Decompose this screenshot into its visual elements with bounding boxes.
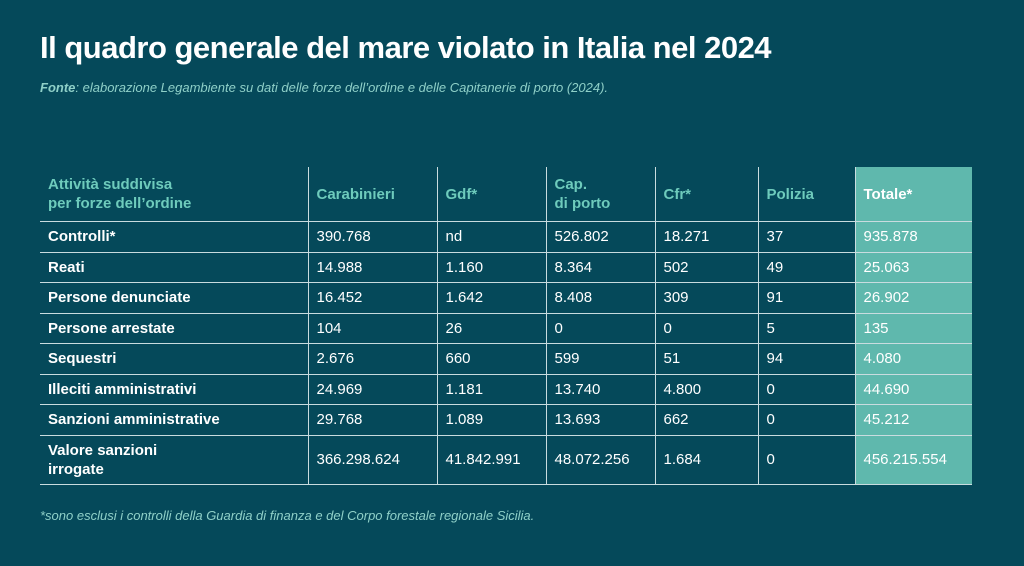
total-cell: 935.878: [854, 221, 972, 253]
table-cell: 26: [436, 313, 546, 344]
table-cell: 18.271: [654, 221, 758, 253]
table-cell: 0: [757, 435, 855, 485]
row-label: Persone denunciate: [40, 282, 308, 314]
table-row: Controlli* 390.768 nd 526.802 18.271 37 935.87…: [40, 221, 972, 253]
cell-text-line: Gdf*: [445, 185, 478, 203]
total-cell: 45.212: [854, 404, 972, 436]
table-cell: 2.676: [307, 343, 437, 375]
source-label: Fonte: [40, 80, 76, 95]
table-cell: 0: [757, 374, 855, 405]
data-table: Attività suddivisa per forze dell’ordine C…: [40, 167, 972, 485]
table-cell: 104: [307, 313, 437, 344]
table-cell: 24.969: [307, 374, 437, 405]
total-cell: 456.215.554: [854, 435, 972, 485]
table-cell: 366.298.624: [307, 435, 437, 485]
table-cell: 662: [654, 404, 758, 436]
cell-text-line: per forze dell’ordine: [48, 195, 192, 212]
page-title: Il quadro generale del mare violato in I…: [40, 30, 772, 65]
table-cell: 49: [757, 252, 855, 283]
header-totale: Totale*: [854, 167, 972, 222]
table-cell: 13.740: [545, 374, 655, 405]
row-label: Illeciti amministrativi: [40, 374, 308, 405]
table-header-row: Attività suddivisa per forze dell’ordine C…: [40, 167, 972, 222]
table-body: Controlli* 390.768 nd 526.802 18.271 37 935.87…: [40, 221, 972, 485]
cell-text-line: Totale*: [863, 185, 913, 203]
cell-text-line: di porto: [554, 195, 611, 212]
table-cell: 660: [436, 343, 546, 375]
row-label: Valore sanzioni irrogate: [40, 435, 308, 485]
header-carabinieri: Carabinieri: [307, 167, 437, 222]
table-cell: 94: [757, 343, 855, 375]
total-cell: 25.063: [854, 252, 972, 283]
header-cap-porto: Cap. di porto: [545, 167, 655, 222]
cell-text-line: Valore sanzioni: [48, 441, 158, 459]
cell-text-line: Persone denunciate: [48, 289, 191, 307]
table-cell: 526.802: [545, 221, 655, 253]
cell-text-line: Reati: [48, 258, 85, 276]
header-polizia: Polizia: [757, 167, 855, 222]
table-cell: 14.988: [307, 252, 437, 283]
cell-text-line: Persone arrestate: [48, 319, 175, 337]
cell-text-line: Sanzioni amministrative: [48, 411, 220, 429]
table-cell: 502: [654, 252, 758, 283]
table-cell: 51: [654, 343, 758, 375]
table-cell: 0: [757, 404, 855, 436]
table-row: Illeciti amministrativi 24.969 1.181 13.740…: [40, 374, 972, 405]
table-cell: nd: [436, 221, 546, 253]
cell-text-line: irrogate: [48, 460, 104, 478]
table-cell: 390.768: [307, 221, 437, 253]
header-activity: Attività suddivisa per forze dell’ordine: [40, 167, 308, 222]
table-cell: 0: [654, 313, 758, 344]
cell-text-line: Polizia: [766, 185, 815, 203]
source-note: Fonte: elaborazione Legambiente su dati …: [40, 80, 608, 95]
data-table-container: Attività suddivisa per forze dell’ordine C…: [40, 167, 972, 485]
footnote: *sono esclusi i controlli della Guardia …: [40, 508, 535, 523]
cell-text-line: Controlli*: [48, 228, 116, 246]
table-cell: 8.364: [545, 252, 655, 283]
row-label: Persone arrestate: [40, 313, 308, 344]
table-cell: 8.408: [545, 282, 655, 314]
table-row: Persone arrestate 104 26 0 0 5 135: [40, 313, 972, 344]
table-cell: 48.072.256: [545, 435, 655, 485]
table-cell: 5: [757, 313, 855, 344]
row-label: Controlli*: [40, 221, 308, 253]
table-cell: 1.642: [436, 282, 546, 314]
table-cell: 309: [654, 282, 758, 314]
cell-text-line: Cfr*: [663, 185, 692, 203]
table-row: Sanzioni amministrative 29.768 1.089 13.693…: [40, 404, 972, 436]
table-cell: 41.842.991: [436, 435, 546, 485]
table-cell: 1.181: [436, 374, 546, 405]
table-cell: 1.160: [436, 252, 546, 283]
table-cell: 37: [757, 221, 855, 253]
total-cell: 135: [854, 313, 972, 344]
total-cell: 44.690: [854, 374, 972, 405]
table-row: Valore sanzioni irrogate 366.298.624 41.842…: [40, 435, 972, 485]
cell-text-line: Carabinieri: [316, 185, 395, 203]
table-header: Attività suddivisa per forze dell’ordine C…: [40, 167, 972, 222]
table-cell: 29.768: [307, 404, 437, 436]
cell-text-line: Attività suddivisa: [48, 176, 173, 193]
table-cell: 599: [545, 343, 655, 375]
row-label: Sanzioni amministrative: [40, 404, 308, 436]
cell-text-line: Sequestri: [48, 350, 117, 368]
table-cell: 0: [545, 313, 655, 344]
row-label: Reati: [40, 252, 308, 283]
table-cell: 1.089: [436, 404, 546, 436]
table-cell: 16.452: [307, 282, 437, 314]
total-cell: 26.902: [854, 282, 972, 314]
table-row: Persone denunciate 16.452 1.642 8.408 309 91 2…: [40, 282, 972, 314]
table-cell: 1.684: [654, 435, 758, 485]
total-cell: 4.080: [854, 343, 972, 375]
cell-text-line: Illeciti amministrativi: [48, 380, 197, 398]
table-row: Reati 14.988 1.160 8.364 502 49 25.063: [40, 252, 972, 283]
table-cell: 13.693: [545, 404, 655, 436]
table-row: Sequestri 2.676 660 599 51 94 4.080: [40, 343, 972, 375]
table-cell: 4.800: [654, 374, 758, 405]
source-text: : elaborazione Legambiente su dati delle…: [75, 80, 609, 95]
row-label: Sequestri: [40, 343, 308, 375]
header-gdf: Gdf*: [436, 167, 546, 222]
header-cfr: Cfr*: [654, 167, 758, 222]
table-cell: 91: [757, 282, 855, 314]
cell-text-line: Cap.: [554, 176, 588, 193]
